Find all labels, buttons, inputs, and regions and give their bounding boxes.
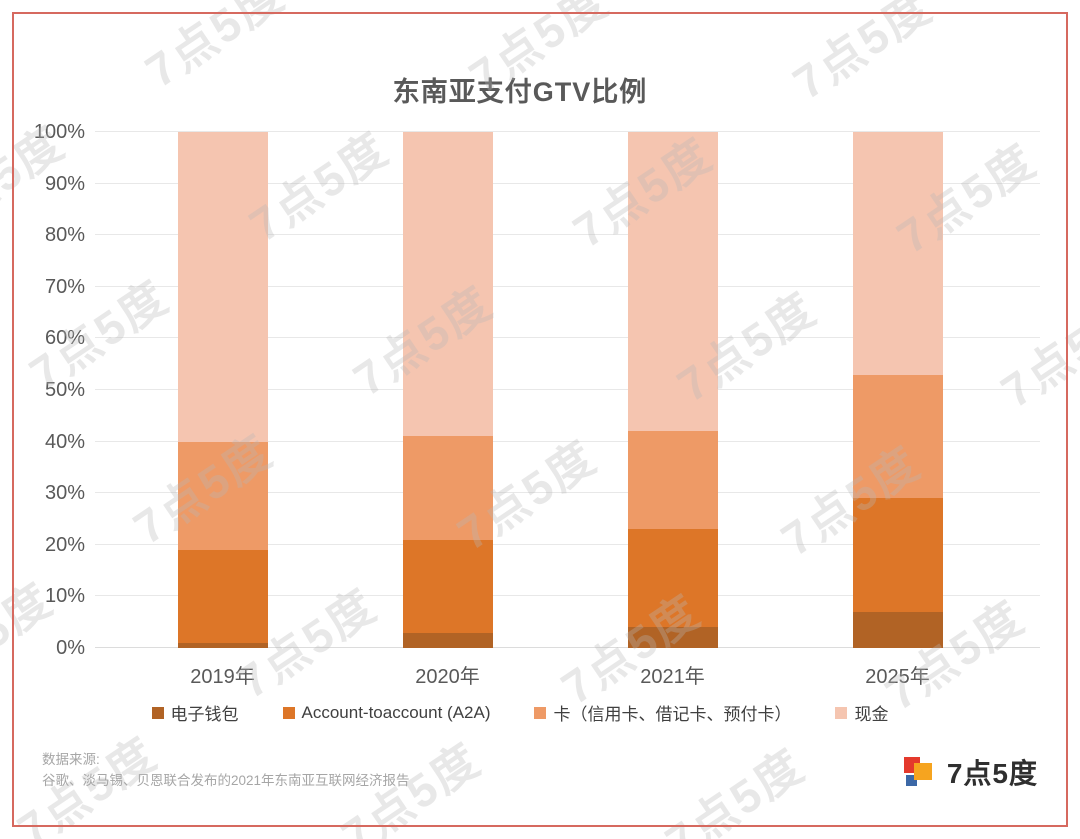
bar-segment bbox=[852, 498, 943, 612]
bar-segment bbox=[177, 549, 268, 643]
legend-label: 卡（信用卡、借记卡、预付卡） bbox=[553, 705, 792, 724]
bar-segment bbox=[852, 374, 943, 499]
logo-blue-square bbox=[905, 775, 917, 786]
legend-label: Account-toaccount (A2A) bbox=[301, 702, 491, 722]
legend-swatch-icon bbox=[835, 706, 848, 719]
legend-swatch-icon bbox=[534, 706, 547, 719]
y-tick-label: 50% bbox=[44, 379, 85, 401]
gridline-80 bbox=[95, 234, 1040, 236]
y-tick-label: 70% bbox=[44, 275, 85, 298]
x-tick-label: 2019年 bbox=[190, 666, 255, 688]
stacked-bar-2021年 bbox=[627, 132, 718, 648]
logo-squares-icon bbox=[903, 754, 938, 790]
bar-cell bbox=[335, 132, 560, 648]
legend: 电子钱包 Account-toaccount (A2A) 卡（信用卡、借记卡、预付卡… bbox=[0, 700, 1040, 725]
source-text: 谷歌、淡马锡、贝恩联合发布的2021年东南亚互联网经济报告 bbox=[42, 772, 410, 788]
x-tick-label: 2020年 bbox=[415, 666, 480, 688]
legend-item: Account-toaccount (A2A) bbox=[282, 700, 491, 725]
bar-segment bbox=[852, 132, 943, 375]
y-tick-label: 40% bbox=[44, 430, 85, 453]
y-tick-label: 30% bbox=[44, 482, 85, 505]
y-tick-label: 60% bbox=[44, 327, 85, 350]
logo-orange-square bbox=[913, 763, 932, 780]
gridline-0 bbox=[95, 647, 1040, 648]
bar-segment bbox=[402, 632, 493, 648]
gridline-60 bbox=[95, 337, 1040, 339]
bar-segment bbox=[177, 642, 268, 648]
logo-text: 7点5度 bbox=[946, 758, 1038, 789]
bar-segment bbox=[627, 431, 718, 530]
bar-segment bbox=[177, 132, 268, 442]
source-label: 数据来源: bbox=[42, 752, 100, 767]
gridline-70 bbox=[95, 285, 1040, 287]
bar-cell bbox=[560, 132, 785, 648]
y-tick-label: 90% bbox=[44, 172, 85, 195]
gridline-10 bbox=[95, 595, 1040, 597]
x-axis: 2019年 2020年 2021年 2025年 bbox=[110, 660, 1010, 689]
legend-swatch-icon bbox=[282, 706, 295, 719]
bar-segment bbox=[402, 132, 493, 437]
chart-title: 东南亚支付GTV比例 bbox=[392, 77, 648, 107]
x-tick-label: 2025年 bbox=[865, 666, 930, 688]
bar-segment bbox=[627, 529, 718, 628]
x-tick-label: 2021年 bbox=[640, 666, 705, 688]
bar-segment bbox=[627, 627, 718, 648]
y-tick-label: 100% bbox=[33, 121, 85, 143]
y-tick-label: 10% bbox=[44, 585, 85, 608]
bar-series bbox=[110, 132, 1010, 648]
y-axis: 0% 10% 20% 30% 40% 50% 60% 70% 80% 90% 100% bbox=[17, 122, 85, 658]
gridline-20 bbox=[95, 543, 1040, 545]
y-tick-label: 0% bbox=[56, 637, 85, 659]
y-tick-label: 20% bbox=[44, 533, 85, 556]
brand-logo: 7点5度 bbox=[903, 752, 1038, 792]
stacked-bar-2019年 bbox=[177, 132, 268, 648]
y-tick-label: 80% bbox=[44, 224, 85, 247]
bar-cell bbox=[110, 132, 335, 648]
plot-area: 0% 10% 20% 30% 40% 50% 60% 70% 80% 90% 100% 2019年 2… bbox=[34, 122, 1040, 688]
gridline-50 bbox=[95, 389, 1040, 390]
legend-swatch-icon bbox=[151, 706, 164, 719]
bar-segment bbox=[627, 132, 718, 432]
gridline-90 bbox=[95, 182, 1040, 184]
source-note: 数据来源: 谷歌、淡马锡、贝恩联合发布的2021年东南亚互联网经济报告 bbox=[42, 750, 410, 792]
bar-segment bbox=[177, 441, 268, 550]
legend-item: 卡（信用卡、借记卡、预付卡） bbox=[534, 700, 791, 725]
legend-label: 电子钱包 bbox=[170, 705, 239, 724]
bar-segment bbox=[402, 539, 493, 633]
bar-segment bbox=[402, 436, 493, 540]
legend-label: 现金 bbox=[854, 705, 889, 724]
legend-item: 现金 bbox=[835, 700, 888, 725]
legend-item: 电子钱包 bbox=[151, 700, 239, 725]
bar-segment bbox=[852, 611, 943, 648]
stacked-bar-2025年 bbox=[852, 132, 943, 648]
gridline-40 bbox=[95, 440, 1040, 442]
watermark-text: 7点5度 bbox=[656, 738, 814, 839]
stacked-bar-2020年 bbox=[402, 132, 493, 648]
gridline-30 bbox=[95, 492, 1040, 494]
bar-cell bbox=[785, 132, 1010, 648]
gridline-100 bbox=[95, 131, 1040, 132]
